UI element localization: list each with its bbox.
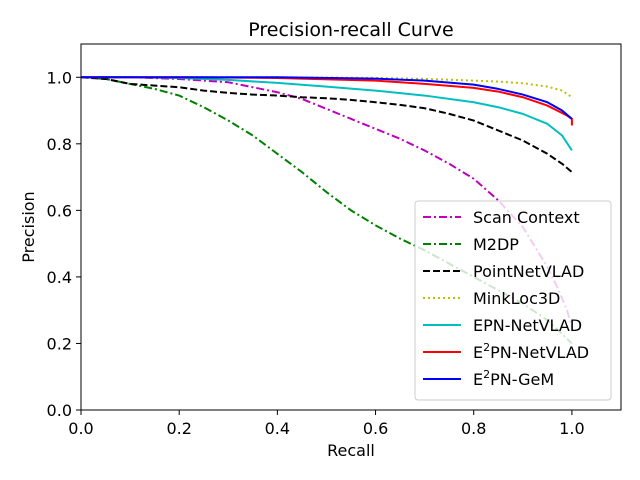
x-tick-label: 0.8 — [461, 419, 486, 438]
y-tick-label: 1.0 — [47, 68, 72, 87]
y-tick-label: 0.6 — [47, 201, 72, 220]
legend-label: PointNetVLAD — [473, 262, 584, 281]
x-tick-label: 0.2 — [166, 419, 191, 438]
legend-label: EPN-NetVLAD — [473, 316, 582, 335]
series-line-scan-context — [81, 76, 573, 328]
legend-label: M2DP — [473, 235, 519, 254]
legend-label: MinkLoc3D — [473, 289, 560, 308]
chart-title: Precision-recall Curve — [248, 19, 453, 41]
y-tick-label: 0.8 — [47, 135, 72, 154]
x-axis-label: Recall — [327, 441, 375, 460]
legend-label: Scan Context — [473, 208, 580, 227]
x-axis: 0.0 0.2 0.4 0.6 0.8 1.0 — [68, 410, 585, 438]
y-tick-label: 0.4 — [47, 268, 72, 287]
y-axis: 0.0 0.2 0.4 0.6 0.8 1.0 — [47, 68, 81, 420]
y-tick-label: 0.0 — [47, 401, 72, 420]
series-line-pointnetvlad — [80, 76, 573, 173]
legend-label: E2PN-GeM — [473, 368, 554, 389]
legend-label: E2PN-NetVLAD — [473, 341, 589, 362]
plot-frame — [80, 43, 622, 411]
x-tick-label: 0.4 — [265, 419, 290, 438]
series-line-minkloc3d — [81, 76, 573, 99]
y-axis-label: Precision — [19, 191, 38, 262]
y-tick-label: 0.2 — [47, 334, 72, 353]
legend-box — [414, 200, 612, 401]
x-tick-label: 1.0 — [559, 419, 584, 438]
x-tick-label: 0.0 — [68, 419, 93, 438]
x-tick-label: 0.6 — [363, 419, 388, 438]
series-line-e2pn-gem — [81, 76, 573, 120]
legend: Scan Context M2DP PointNetVLAD MinkLoc3D EPN… — [414, 200, 612, 401]
